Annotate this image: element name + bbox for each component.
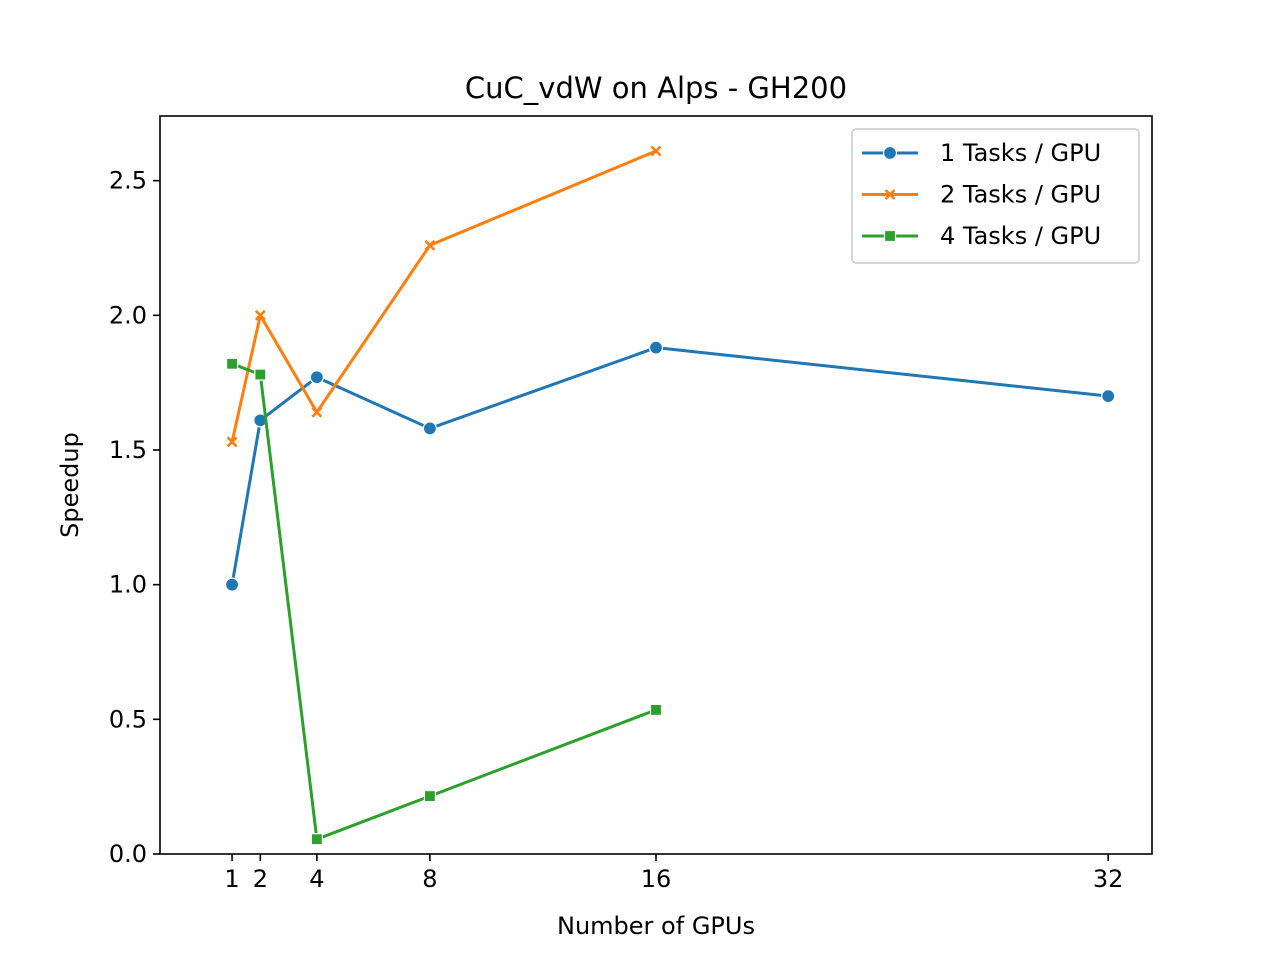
x-tick-label: 32 bbox=[1093, 865, 1124, 893]
y-tick-label: 2.5 bbox=[109, 167, 147, 195]
y-tick-label: 1.0 bbox=[109, 571, 147, 599]
legend-marker bbox=[883, 229, 897, 243]
data-point bbox=[310, 833, 323, 846]
x-tick-label: 2 bbox=[253, 865, 268, 893]
data-point bbox=[649, 703, 663, 717]
legend-entries: 1 Tasks / GPU 2 Tasks / GPU 4 Tasks / GPU bbox=[862, 139, 1101, 250]
y-tick-label: 0.5 bbox=[109, 705, 147, 733]
series-2 bbox=[226, 145, 662, 448]
x-tick-label: 1 bbox=[224, 865, 239, 893]
plot-area-frame bbox=[159, 115, 1153, 855]
data-point bbox=[309, 370, 324, 385]
legend-marker bbox=[884, 189, 896, 200]
legend-marker bbox=[882, 145, 898, 161]
legend-entry: 4 Tasks / GPU bbox=[862, 222, 1101, 250]
data-point bbox=[650, 145, 662, 157]
data-point bbox=[422, 421, 438, 436]
series-3 bbox=[225, 357, 663, 846]
series-1 bbox=[224, 340, 1116, 592]
data-point bbox=[648, 340, 664, 355]
x-axis-label: Number of GPUs bbox=[557, 912, 755, 940]
legend-label: 2 Tasks / GPU bbox=[940, 181, 1101, 209]
data-point bbox=[254, 368, 267, 381]
legend-entry: 1 Tasks / GPU bbox=[862, 139, 1101, 167]
data-point bbox=[1101, 389, 1116, 404]
series-layer bbox=[224, 145, 1116, 846]
x-tick-label: 16 bbox=[641, 865, 672, 893]
data-point bbox=[424, 239, 436, 251]
y-axis-label: Speedup bbox=[56, 432, 84, 538]
x-tick-label: 8 bbox=[422, 865, 437, 893]
legend-label: 4 Tasks / GPU bbox=[940, 222, 1101, 250]
data-point bbox=[224, 577, 240, 592]
legend: 1 Tasks / GPU 2 Tasks / GPU 4 Tasks / GPU bbox=[851, 128, 1140, 264]
x-tick-label: 4 bbox=[309, 865, 324, 893]
data-point bbox=[225, 357, 239, 370]
y-tick-label: 0.0 bbox=[109, 840, 147, 868]
y-tick-label: 2.0 bbox=[109, 301, 147, 329]
data-point bbox=[423, 789, 437, 803]
legend-box bbox=[851, 128, 1140, 264]
y-axis-ticks: 0.0 0.5 1.0 1.5 2.0 2.5 bbox=[109, 167, 160, 868]
y-tick-label: 1.5 bbox=[109, 436, 147, 464]
x-axis-ticks: 1 2 4 8 16 32 bbox=[224, 854, 1123, 893]
legend-label: 1 Tasks / GPU bbox=[940, 139, 1101, 167]
data-point bbox=[254, 309, 266, 321]
series-line bbox=[230, 346, 1110, 587]
chart-title: CuC_vdW on Alps - GH200 bbox=[465, 71, 847, 105]
data-point bbox=[311, 406, 323, 418]
data-point bbox=[226, 436, 238, 448]
legend-entry: 2 Tasks / GPU bbox=[862, 181, 1101, 209]
